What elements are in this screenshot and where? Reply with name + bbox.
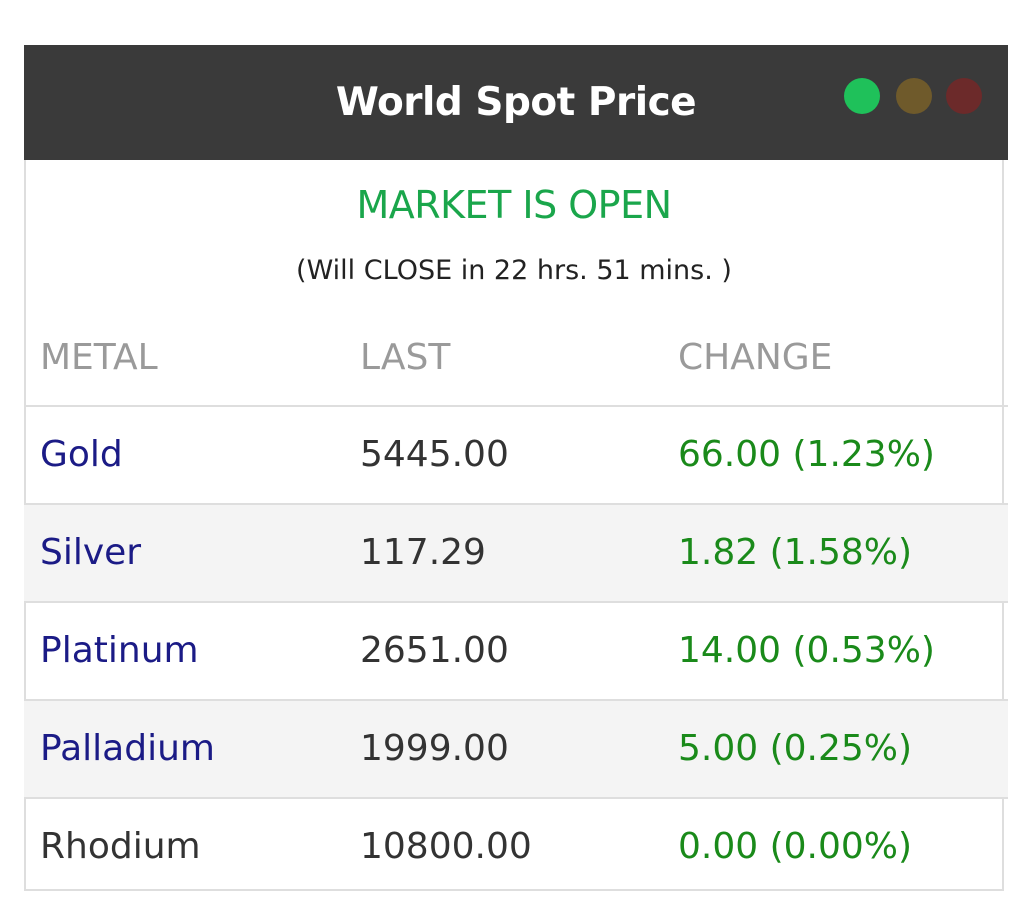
change-platinum: 14.00 (0.53%): [678, 630, 935, 671]
change-gold: 66.00 (1.23%): [678, 434, 935, 475]
market-countdown: (Will CLOSE in 22 hrs. 51 mins. ): [296, 255, 732, 286]
table-row-rhodium: Rhodium 10800.00 0.00 (0.00%): [24, 797, 1008, 895]
red-dot-icon[interactable]: [946, 78, 982, 114]
metal-link-gold[interactable]: Gold: [40, 434, 123, 475]
column-header-change: CHANGE: [678, 337, 833, 378]
price-table: Gold 5445.00 66.00 (1.23%) Silver 117.29…: [24, 405, 1008, 895]
table-row-silver: Silver 117.29 1.82 (1.58%): [24, 503, 1008, 601]
olive-dot-icon[interactable]: [896, 78, 932, 114]
metal-label-rhodium: Rhodium: [40, 826, 201, 867]
last-price-rhodium: 10800.00: [360, 826, 532, 867]
metal-link-palladium[interactable]: Palladium: [40, 728, 215, 769]
column-header-metal: METAL: [40, 337, 158, 378]
metal-link-silver[interactable]: Silver: [40, 532, 142, 573]
last-price-palladium: 1999.00: [360, 728, 509, 769]
table-row-palladium: Palladium 1999.00 5.00 (0.25%): [24, 699, 1008, 797]
change-silver: 1.82 (1.58%): [678, 532, 913, 573]
table-row-gold: Gold 5445.00 66.00 (1.23%): [24, 405, 1008, 503]
column-header-last: LAST: [360, 337, 451, 378]
last-price-platinum: 2651.00: [360, 630, 509, 671]
green-dot-icon[interactable]: [844, 78, 880, 114]
widget-header: World Spot Price: [24, 45, 1008, 160]
change-rhodium: 0.00 (0.00%): [678, 826, 913, 867]
change-palladium: 5.00 (0.25%): [678, 728, 913, 769]
last-price-gold: 5445.00: [360, 434, 509, 475]
metal-link-platinum[interactable]: Platinum: [40, 630, 199, 671]
spot-price-widget: World Spot Price MARKET IS OPEN (Will CL…: [24, 45, 1008, 891]
table-row-platinum: Platinum 2651.00 14.00 (0.53%): [24, 601, 1008, 699]
market-status: MARKET IS OPEN: [356, 183, 672, 227]
widget-title: World Spot Price: [335, 80, 697, 125]
last-price-silver: 117.29: [360, 532, 486, 573]
